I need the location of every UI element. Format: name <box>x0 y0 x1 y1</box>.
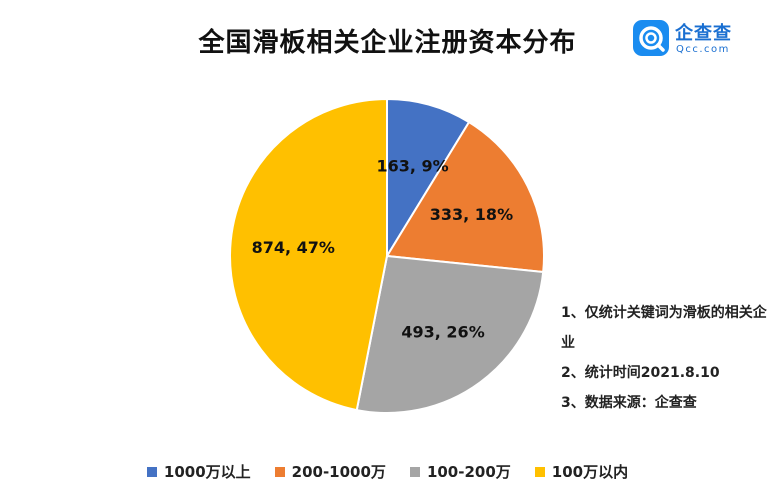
pie-data-label: 163, 9% <box>376 156 448 175</box>
pie-data-label: 493, 26% <box>401 323 484 342</box>
pie-slice <box>355 254 545 414</box>
pie-slice <box>229 97 388 412</box>
chart-title: 全国滑板相关企业注册资本分布 <box>198 28 577 58</box>
legend-swatch <box>274 466 285 477</box>
pie-slice <box>386 97 471 260</box>
legend-label: 100-200万 <box>426 463 511 481</box>
pie-slices <box>229 97 545 414</box>
note-3: 3、数据来源：企查查 <box>561 395 697 411</box>
legend-label: 1000万以上 <box>163 463 251 481</box>
logo-en-text: Qcc.com <box>676 44 730 55</box>
legend-swatch <box>534 466 545 477</box>
legend-swatch <box>146 466 157 477</box>
pie-labels: 163, 9% 333, 18% 493, 26% 874, 47% <box>252 156 514 341</box>
legend-item: 100万以内 <box>534 461 629 482</box>
pie-data-label: 333, 18% <box>430 205 513 224</box>
legend: 1000万以上 200-1000万 100-200万 100万以内 <box>0 461 775 482</box>
notes: 1、仅统计关键词为滑板的相关企业 2、统计时间2021.8.10 3、数据来源：… <box>561 298 771 418</box>
logo-cn-text: 企查查 <box>675 23 732 44</box>
legend-item: 200-1000万 <box>274 461 386 482</box>
pie-slice <box>385 120 545 274</box>
qcc-logo: 企查查 Qcc.com <box>633 20 743 58</box>
legend-label: 200-1000万 <box>291 463 386 481</box>
legend-item: 100-200万 <box>409 461 511 482</box>
pie-data-label: 874, 47% <box>252 238 335 257</box>
legend-label: 100万以内 <box>551 463 629 481</box>
qcc-logo-icon <box>633 20 669 56</box>
legend-swatch <box>409 466 420 477</box>
note-2: 2、统计时间2021.8.10 <box>561 365 720 381</box>
legend-item: 1000万以上 <box>146 461 251 482</box>
note-1: 1、仅统计关键词为滑板的相关企业 <box>561 305 767 351</box>
